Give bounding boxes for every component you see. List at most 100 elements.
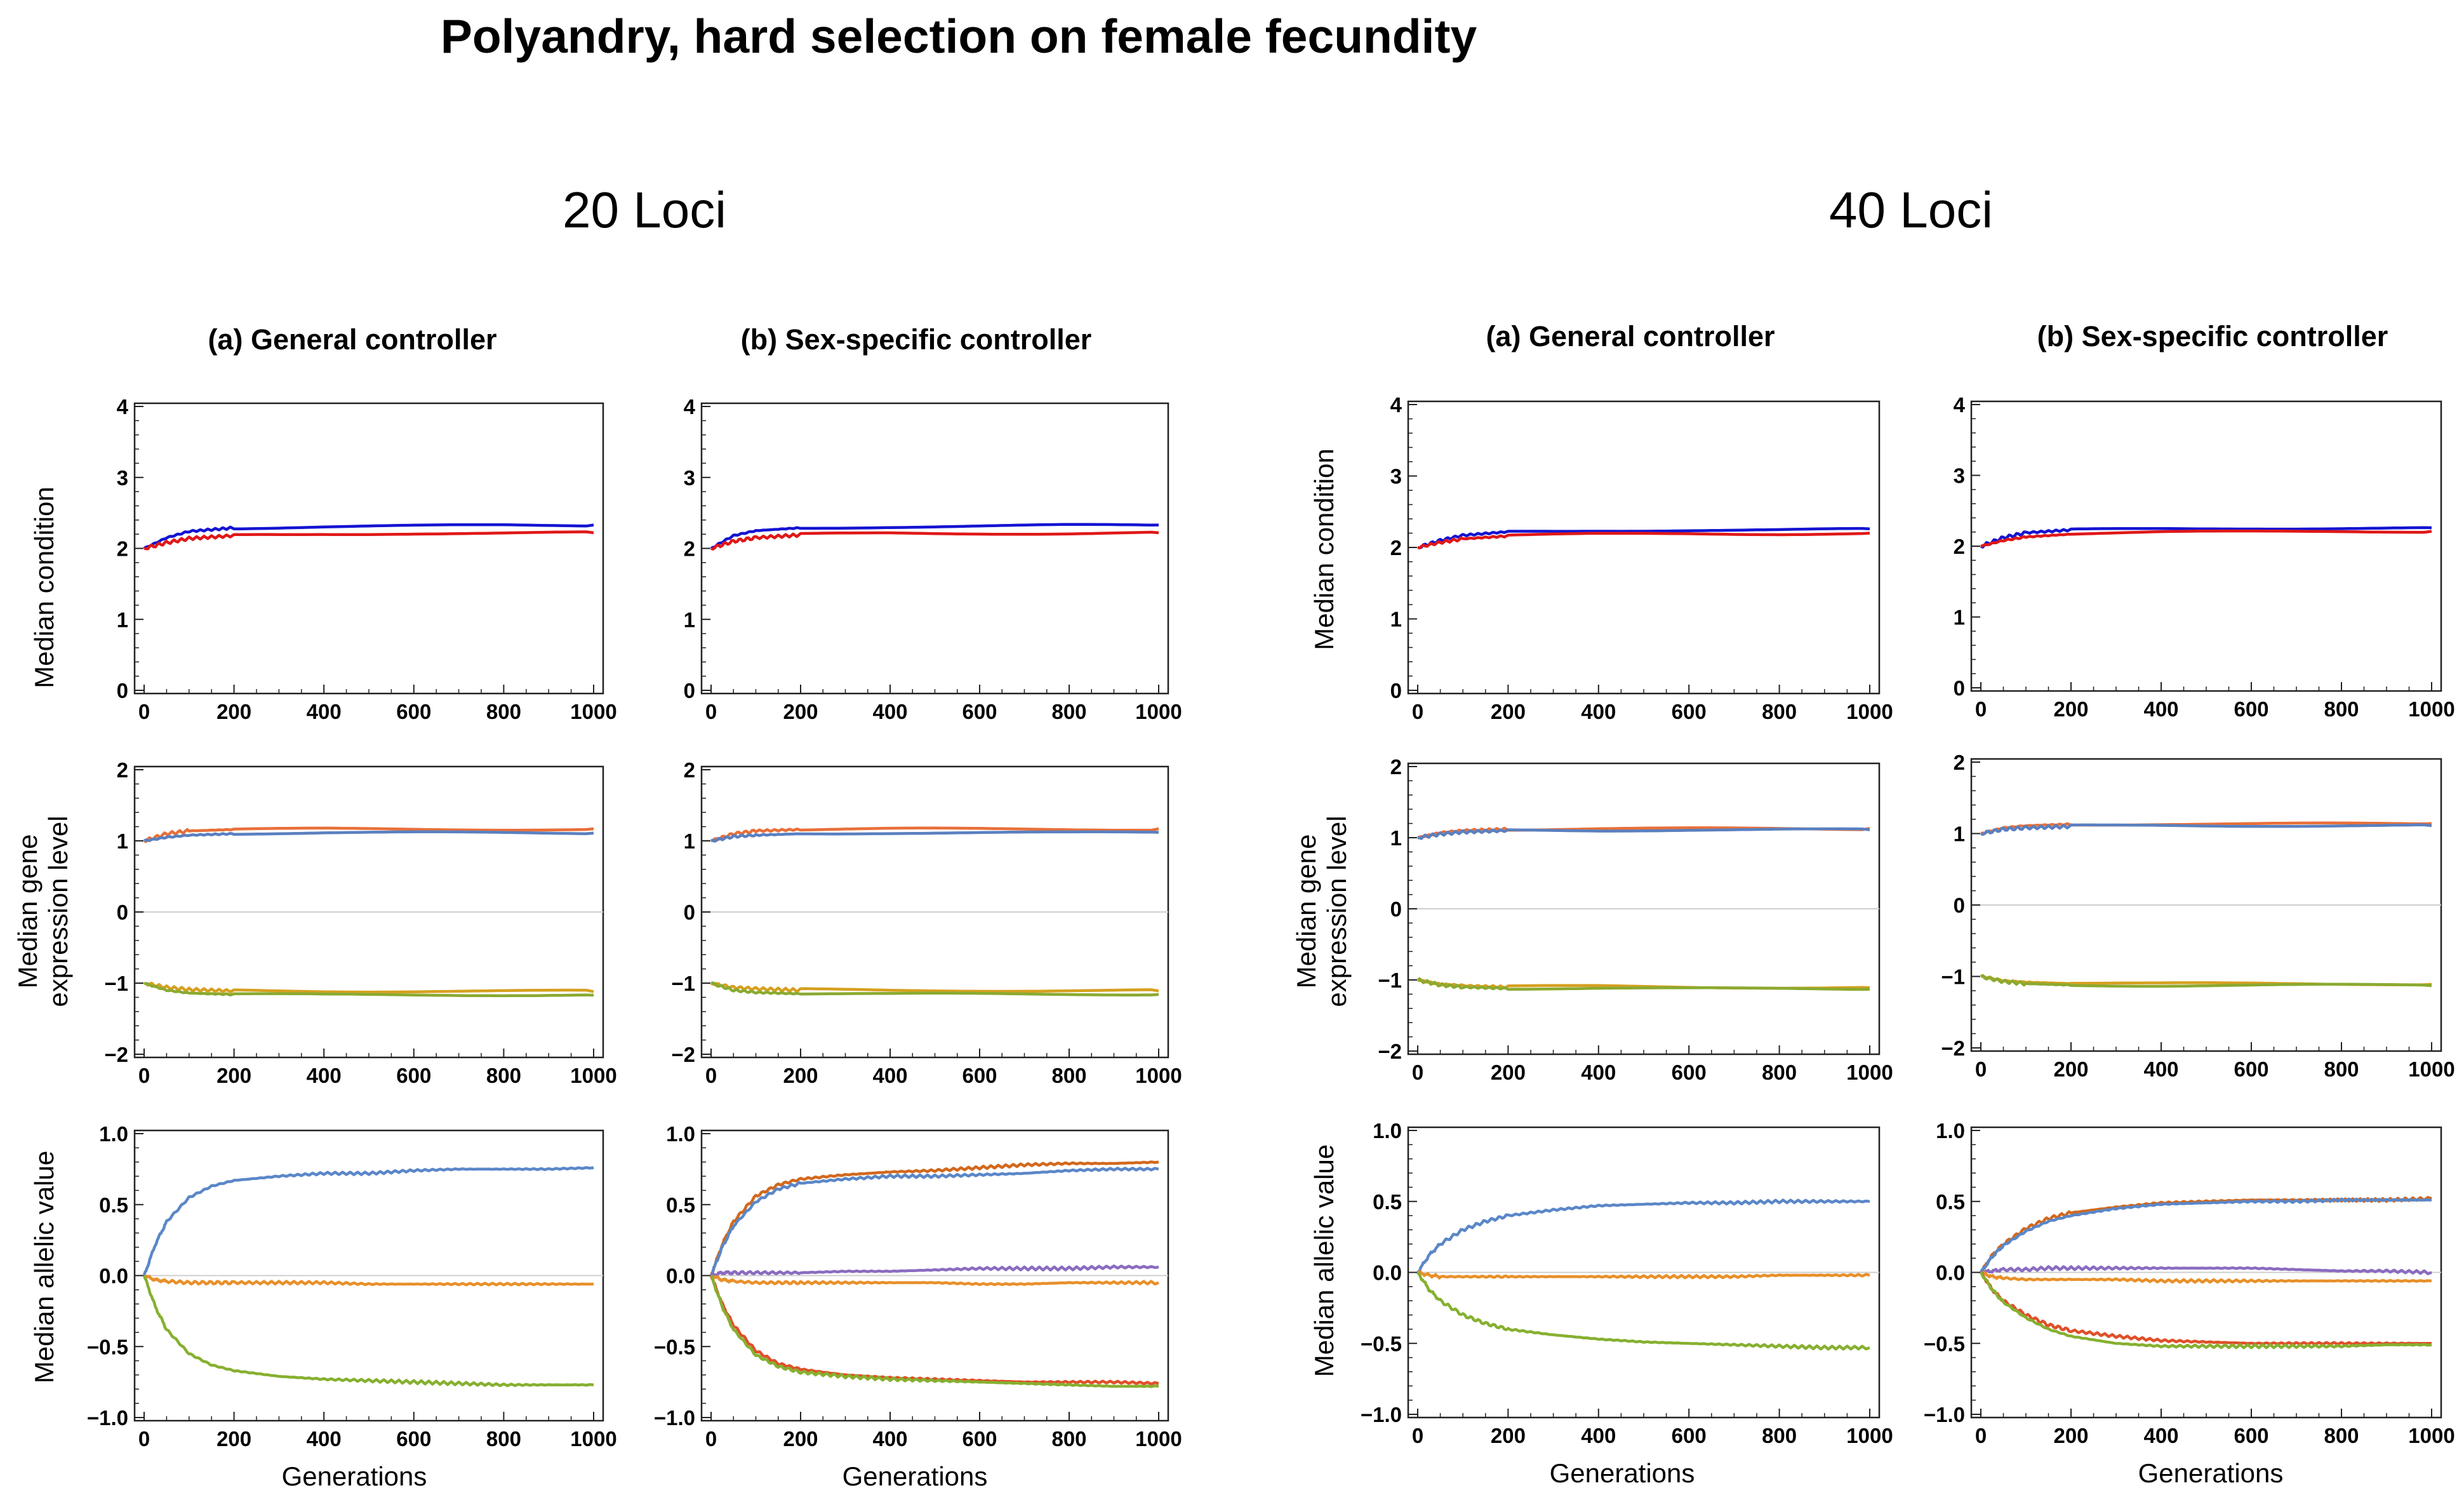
- y-tick-label: −1: [1378, 969, 1402, 992]
- x-tick-label: 1000: [2408, 1424, 2454, 1447]
- x-tick-label: 0: [1975, 697, 1987, 721]
- x-tick-label: 600: [396, 1427, 431, 1451]
- y-tick-label: 1.0: [1936, 1119, 1965, 1143]
- x-tick-label: 200: [2053, 1057, 2088, 1081]
- y-tick-label: 3: [684, 466, 695, 490]
- x-tick-label: 1000: [570, 1427, 616, 1451]
- y-tick-label: 0.0: [666, 1264, 695, 1288]
- x-tick-label: 0: [1412, 700, 1423, 723]
- x-axis-label: Generations: [2138, 1458, 2284, 1488]
- x-tick-label: 400: [307, 1064, 342, 1087]
- y-tick-label: 3: [1954, 464, 1965, 488]
- x-tick-label: 1000: [1135, 1427, 1182, 1451]
- series-line: [1980, 1271, 2432, 1350]
- x-axis-label: Generations: [1550, 1458, 1695, 1488]
- series-line: [143, 530, 594, 551]
- x-tick-label: 400: [307, 1427, 342, 1451]
- x-tick-label: 800: [2324, 697, 2359, 721]
- x-tick-label: 1000: [570, 1064, 616, 1087]
- y-tick-label: 2: [1954, 535, 1965, 558]
- y-tick-label: 0.5: [1373, 1190, 1402, 1214]
- series-line: [710, 1167, 1159, 1277]
- x-tick-label: 200: [1491, 1061, 1526, 1084]
- y-tick-label: 1: [1954, 822, 1965, 846]
- series-line: [143, 826, 594, 843]
- y-axis-label: Median allelic value: [1309, 1144, 1339, 1378]
- x-tick-label: 600: [396, 1064, 431, 1087]
- x-tick-label: 200: [1491, 1424, 1526, 1447]
- x-tick-label: 800: [2324, 1057, 2359, 1081]
- chart-panel: −1.0 −0.5 0.0 0.5 1.0 0 200 400 600 800 1000: [1924, 1119, 2455, 1447]
- x-tick-label: 1000: [1135, 700, 1182, 723]
- y-tick-label: 1: [1954, 606, 1965, 629]
- y-tick-label: 1: [1390, 826, 1402, 850]
- series-line: [1980, 1271, 2432, 1284]
- chart-panel: 0 1 2 3 4 0 200 400 600 800 1000: [117, 395, 617, 723]
- group-title-40-loci: 40 Loci: [1829, 182, 1993, 238]
- series-line: [710, 530, 1159, 551]
- series-line: [710, 1275, 1159, 1287]
- x-tick-label: 200: [2053, 697, 2088, 721]
- series-line: [1980, 823, 2432, 836]
- x-tick-label: 800: [1051, 700, 1086, 723]
- x-axis-label: Generations: [282, 1461, 427, 1491]
- series-line: [710, 1264, 1159, 1277]
- y-tick-label: 0: [1954, 676, 1965, 700]
- x-tick-label: 600: [2234, 697, 2268, 721]
- x-tick-label: 0: [705, 1427, 717, 1451]
- x-tick-label: 600: [962, 1427, 997, 1451]
- plot-frame: [700, 402, 1169, 695]
- x-tick-label: 1000: [1135, 1064, 1182, 1087]
- y-axis-label: Median gene: [1291, 835, 1321, 989]
- x-tick-label: 0: [138, 700, 150, 723]
- y-tick-label: −1: [104, 972, 128, 995]
- y-tick-label: −0.5: [1361, 1332, 1402, 1355]
- y-axis-label: expression level: [43, 815, 73, 1007]
- x-tick-label: 200: [2053, 1424, 2088, 1447]
- x-tick-label: 400: [2143, 697, 2178, 721]
- series-line: [143, 981, 594, 994]
- y-tick-label: 4: [1954, 393, 1966, 417]
- figure-title: Polyandry, hard selection on female fecu…: [441, 10, 1477, 63]
- series-line: [1416, 977, 1870, 991]
- x-tick-label: 0: [138, 1427, 150, 1451]
- y-tick-label: 2: [1390, 755, 1402, 779]
- x-tick-label: 0: [1975, 1057, 1987, 1081]
- series-line: [1417, 1270, 1870, 1280]
- series-line: [710, 982, 1159, 993]
- chart-panel: −1.0 −0.5 0.0 0.5 1.0 0 200 400 600 800 1000: [654, 1122, 1182, 1451]
- series-line: [143, 830, 594, 842]
- x-tick-label: 600: [396, 700, 431, 723]
- y-tick-label: 0.0: [1373, 1261, 1402, 1285]
- x-tick-label: 800: [486, 1427, 521, 1451]
- column-title: (a) General controller: [1486, 320, 1775, 352]
- y-tick-label: −1.0: [1924, 1403, 1965, 1426]
- y-tick-label: −1.0: [1361, 1403, 1402, 1426]
- chart-panel: −1.0 −0.5 0.0 0.5 1.0 0 200 400 600 800 1000: [87, 1122, 617, 1451]
- x-tick-label: 1000: [570, 700, 616, 723]
- y-tick-label: 0: [1390, 897, 1402, 921]
- series-line: [1417, 827, 1870, 840]
- x-tick-label: 800: [1762, 1061, 1797, 1084]
- y-tick-label: −1: [671, 972, 695, 995]
- x-tick-label: 0: [1412, 1424, 1423, 1447]
- series-line: [709, 1275, 1159, 1386]
- y-tick-label: −0.5: [1924, 1332, 1965, 1355]
- series-line: [710, 826, 1159, 843]
- y-tick-label: 2: [1954, 751, 1965, 774]
- series-line: [1416, 1198, 1870, 1274]
- y-tick-label: 0: [1954, 894, 1965, 917]
- y-axis-label: expression level: [1322, 815, 1352, 1007]
- series-line: [1980, 1196, 2432, 1273]
- plot-frame: [1407, 400, 1881, 695]
- x-tick-label: 800: [1762, 1424, 1797, 1447]
- y-tick-label: −1: [1941, 965, 1965, 989]
- y-tick-label: 0.5: [99, 1193, 128, 1217]
- x-tick-label: 800: [1051, 1427, 1086, 1451]
- y-tick-label: −1.0: [87, 1406, 128, 1430]
- y-tick-label: 1.0: [99, 1122, 128, 1146]
- x-tick-label: 400: [872, 1427, 907, 1451]
- y-tick-label: 1: [117, 829, 128, 853]
- x-tick-label: 400: [1581, 1424, 1616, 1447]
